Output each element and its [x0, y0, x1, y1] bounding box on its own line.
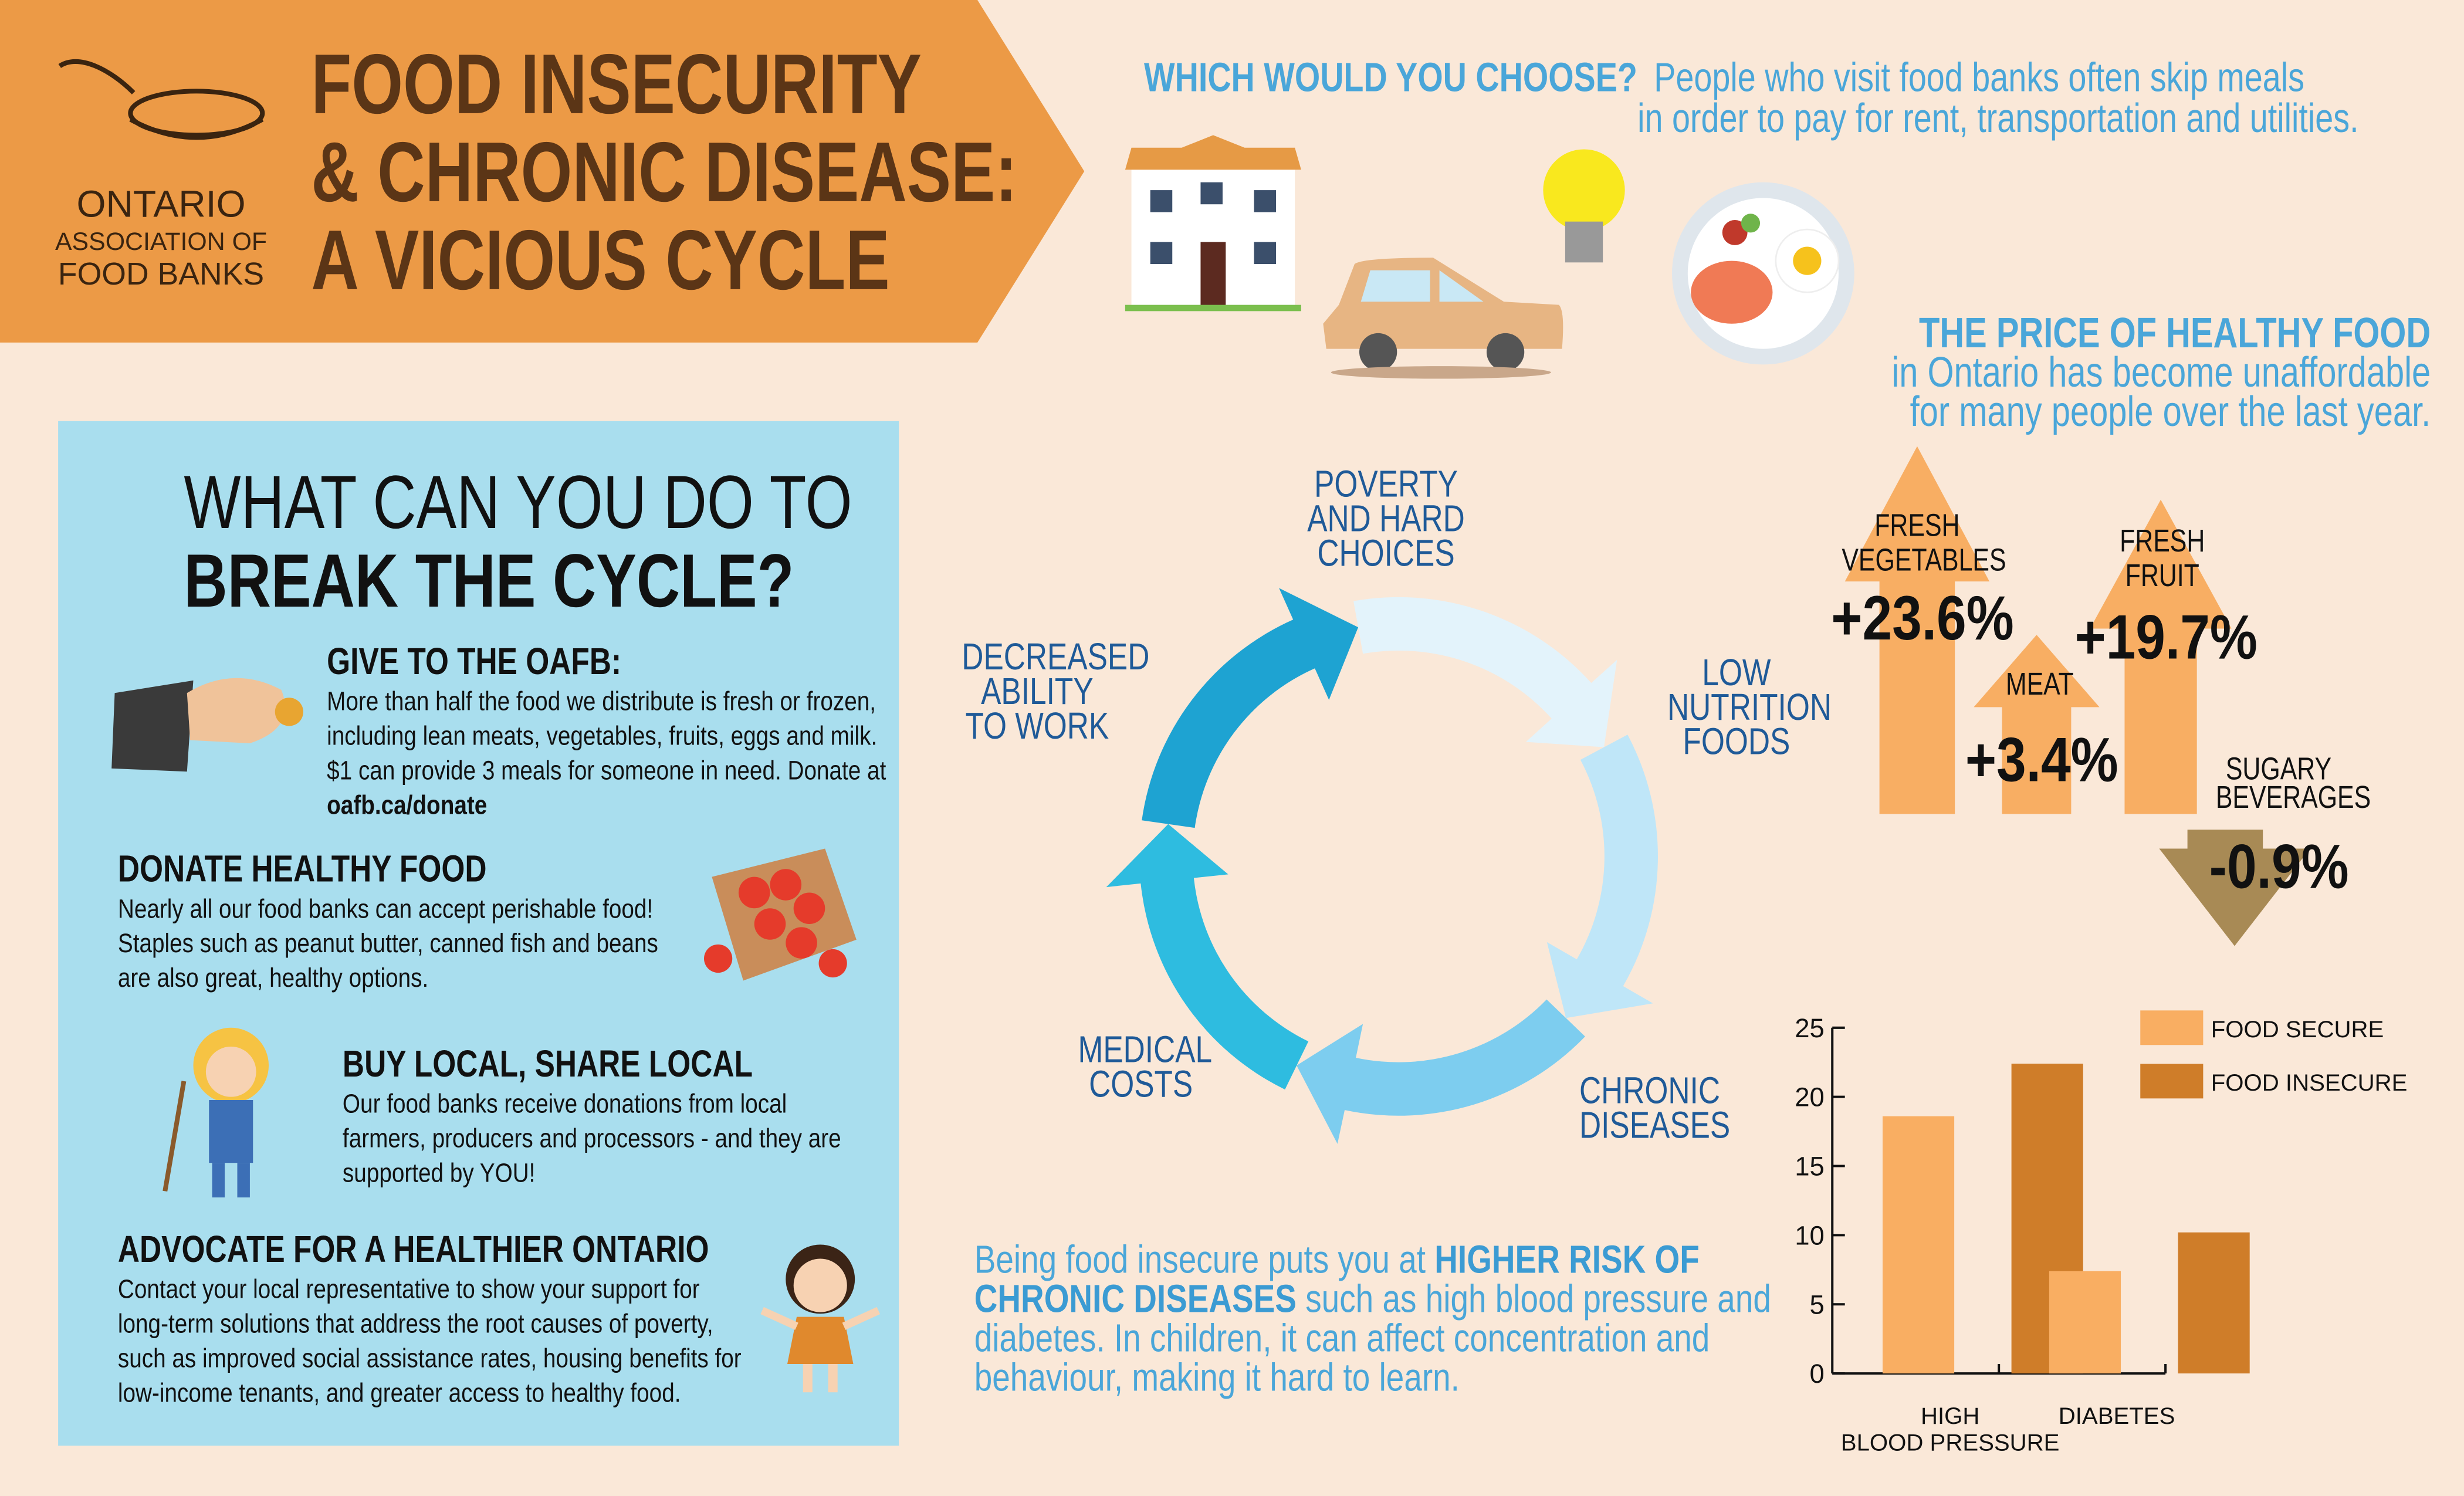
- vegetables-up-arrow: [1844, 446, 1990, 814]
- donate-link[interactable]: oafb.ca/donate: [327, 790, 488, 821]
- price-value-vegetables: +23.6%: [1831, 584, 2014, 654]
- cycle-stage-poverty: POVERTY AND HARD CHOICES: [1307, 463, 1465, 576]
- logo-text: ONTARIO ASSOCIATION OF FOOD BANKS: [55, 184, 268, 293]
- cycle-stage-chronic-diseases: CHRONIC DISEASES: [1579, 1070, 1731, 1148]
- lightbulb-icon: [1543, 149, 1625, 263]
- farmer-icon: [163, 1027, 269, 1198]
- bar-food-insecure-1: [2178, 1232, 2250, 1374]
- x-category-label: BLOOD PRESSURE: [1841, 1429, 2060, 1456]
- price-value-meat: +3.4%: [1965, 726, 2118, 796]
- price-label-meat: MEAT: [2005, 668, 2074, 703]
- prices-heading: THE PRICE OF HEALTHY FOOD in Ontario has…: [1891, 309, 2431, 435]
- cycle-arrow-decreased-ability: [1142, 588, 1359, 828]
- buy-local-item: BUY LOCAL, SHARE LOCAL Our food banks re…: [342, 1043, 841, 1189]
- price-label-vegetables: FRESH VEGETABLES: [1842, 509, 2006, 578]
- frying-pan-logo-icon: [58, 59, 265, 140]
- food-plate-icon: [1672, 182, 1854, 365]
- donate-item: DONATE HEALTHY FOOD Nearly all our food …: [117, 848, 658, 993]
- tomato-crate-icon: [704, 848, 857, 981]
- hand-coin-icon: [111, 678, 303, 772]
- choose-text: WHICH WOULD YOU CHOOSE? People who visit…: [1144, 53, 2304, 101]
- car-icon: [1323, 258, 1563, 379]
- cycle-arrow-poverty: [1353, 597, 1617, 747]
- cycle-stage-medical-costs: MEDICAL COSTS: [1078, 1029, 1213, 1106]
- cycle-arrow-chronic-diseases: [1297, 999, 1585, 1144]
- meat-up-arrow: [1974, 635, 2100, 814]
- bar-food-secure-1: [2049, 1271, 2121, 1374]
- legend-swatch: [2140, 1064, 2204, 1099]
- price-label-beverages: SUGARY BEVERAGES: [2215, 753, 2371, 816]
- x-category-label: HIGH: [1921, 1403, 1979, 1429]
- give-item: GIVE TO THE OAFB: More than half the foo…: [327, 641, 886, 821]
- child-icon: [760, 1244, 881, 1393]
- risk-text: Being food insecure puts you at HIGHER R…: [974, 1238, 1771, 1400]
- y-tick-label: 25: [1795, 1013, 1825, 1043]
- y-tick-label: 10: [1795, 1220, 1825, 1250]
- action-panel: WHAT CAN YOU DO TO BREAK THE CYCLE? GIVE…: [58, 421, 899, 1446]
- bar-food-secure-0: [1882, 1116, 1955, 1374]
- fruit-up-arrow: [2090, 499, 2232, 814]
- y-tick-label: 20: [1795, 1082, 1825, 1112]
- legend-label: FOOD SECURE: [2211, 1016, 2384, 1043]
- cycle-arrow-low-nutrition: [1546, 735, 1658, 1018]
- legend-label: FOOD INSECURE: [2211, 1069, 2408, 1096]
- choice-icons: [1125, 135, 1854, 379]
- house-icon: [1125, 135, 1301, 312]
- y-tick-label: 5: [1810, 1289, 1825, 1319]
- choose-text-line2: in order to pay for rent, transportation…: [1637, 94, 2359, 142]
- cycle-diagram: [1106, 588, 1658, 1144]
- cycle-stage-decreased-ability: DECREASED ABILITY TO WORK: [962, 636, 1150, 749]
- price-label-fruit: FRESH FRUIT: [2120, 524, 2205, 594]
- page-title: FOOD INSECURITY & CHRONIC DISEASE: A VIC…: [311, 38, 1017, 309]
- beverages-down-arrow: [2159, 830, 2310, 946]
- y-tick-label: 15: [1795, 1152, 1825, 1182]
- price-value-beverages: -0.9%: [2209, 832, 2349, 902]
- cycle-arrow-medical-costs: [1106, 824, 1309, 1090]
- cycle-stage-low-nutrition: LOW NUTRITION FOODS: [1667, 652, 1832, 764]
- legend-swatch: [2140, 1010, 2204, 1045]
- x-category-label: DIABETES: [2059, 1403, 2175, 1429]
- title-banner: [0, 0, 1085, 343]
- y-tick-label: 0: [1810, 1359, 1825, 1389]
- panel-title: WHAT CAN YOU DO TO BREAK THE CYCLE?: [184, 462, 852, 624]
- price-arrows: [1844, 446, 2310, 946]
- advocate-item: ADVOCATE FOR A HEALTHIER ONTARIO Contact…: [117, 1228, 742, 1409]
- price-value-fruit: +19.7%: [2074, 603, 2257, 673]
